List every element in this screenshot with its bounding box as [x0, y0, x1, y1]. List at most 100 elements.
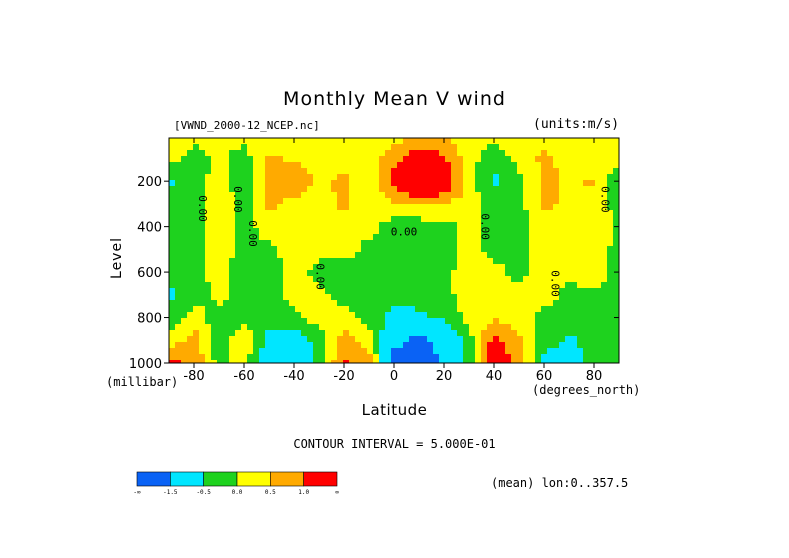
- field-cell: [331, 258, 338, 265]
- field-cell: [271, 144, 278, 151]
- field-cell: [325, 324, 332, 331]
- field-cell: [205, 240, 212, 247]
- field-cell: [439, 312, 446, 319]
- field-cell: [349, 246, 356, 253]
- field-cell: [265, 270, 272, 277]
- field-cell: [379, 216, 386, 223]
- field-cell: [409, 264, 416, 271]
- field-cell: [529, 240, 536, 247]
- field-cell: [415, 336, 422, 343]
- field-cell: [343, 138, 350, 145]
- field-cell: [223, 294, 230, 301]
- field-cell: [451, 324, 458, 331]
- field-cell: [445, 222, 452, 229]
- field-cell: [523, 354, 530, 361]
- field-cell: [325, 186, 332, 193]
- field-cell: [277, 138, 284, 145]
- field-cell: [217, 156, 224, 163]
- field-cell: [217, 150, 224, 157]
- field-cell: [319, 342, 326, 349]
- field-cell: [253, 138, 260, 145]
- field-cell: [445, 150, 452, 157]
- field-cell: [205, 276, 212, 283]
- field-cell: [205, 324, 212, 331]
- field-cell: [439, 204, 446, 211]
- field-cell: [535, 330, 542, 337]
- field-cell: [241, 282, 248, 289]
- field-cell: [361, 150, 368, 157]
- field-cell: [235, 264, 242, 271]
- field-cell: [355, 318, 362, 325]
- field-cell: [463, 180, 470, 187]
- field-cell: [469, 306, 476, 313]
- field-cell: [283, 168, 290, 175]
- field-cell: [361, 234, 368, 241]
- field-cell: [451, 204, 458, 211]
- field-cell: [511, 294, 518, 301]
- field-cell: [451, 348, 458, 355]
- field-cell: [253, 216, 260, 223]
- field-cell: [289, 240, 296, 247]
- field-cell: [277, 216, 284, 223]
- field-cell: [577, 150, 584, 157]
- field-cell: [397, 312, 404, 319]
- field-cell: [211, 234, 218, 241]
- field-cell: [517, 306, 524, 313]
- field-cell: [313, 228, 320, 235]
- field-cell: [601, 330, 608, 337]
- field-cell: [331, 150, 338, 157]
- field-cell: [595, 138, 602, 145]
- field-cell: [271, 168, 278, 175]
- x-tick-label: -20: [333, 369, 354, 384]
- field-cell: [589, 180, 596, 187]
- field-cell: [379, 204, 386, 211]
- field-cell: [559, 168, 566, 175]
- field-cell: [289, 306, 296, 313]
- field-cell: [361, 204, 368, 211]
- field-cell: [511, 312, 518, 319]
- field-cell: [505, 144, 512, 151]
- field-cell: [217, 204, 224, 211]
- field-cell: [595, 228, 602, 235]
- field-cell: [205, 198, 212, 205]
- field-cell: [211, 168, 218, 175]
- field-cell: [229, 294, 236, 301]
- field-cell: [211, 192, 218, 199]
- field-cell: [361, 252, 368, 259]
- field-cell: [337, 348, 344, 355]
- field-cell: [523, 150, 530, 157]
- field-cell: [511, 336, 518, 343]
- field-cell: [199, 294, 206, 301]
- field-cell: [409, 318, 416, 325]
- field-cell: [421, 276, 428, 283]
- field-cell: [595, 294, 602, 301]
- field-cell: [475, 192, 482, 199]
- field-cell: [259, 180, 266, 187]
- field-cell: [439, 306, 446, 313]
- field-cell: [439, 348, 446, 355]
- field-cell: [559, 318, 566, 325]
- field-cell: [295, 246, 302, 253]
- field-cell: [295, 324, 302, 331]
- field-cell: [223, 306, 230, 313]
- field-cell: [517, 330, 524, 337]
- contour-label: 0.00: [479, 213, 492, 240]
- field-cell: [607, 180, 614, 187]
- field-cell: [265, 192, 272, 199]
- field-cell: [517, 240, 524, 247]
- field-cell: [529, 306, 536, 313]
- field-cell: [595, 312, 602, 319]
- field-cell: [349, 174, 356, 181]
- field-cell: [259, 336, 266, 343]
- field-cell: [301, 324, 308, 331]
- field-cell: [235, 180, 242, 187]
- field-cell: [361, 216, 368, 223]
- field-cell: [529, 186, 536, 193]
- field-cell: [205, 216, 212, 223]
- field-cell: [403, 294, 410, 301]
- field-cell: [379, 348, 386, 355]
- field-cell: [439, 342, 446, 349]
- field-cell: [481, 294, 488, 301]
- colorbar-swatch: [270, 471, 304, 487]
- field-cell: [553, 204, 560, 211]
